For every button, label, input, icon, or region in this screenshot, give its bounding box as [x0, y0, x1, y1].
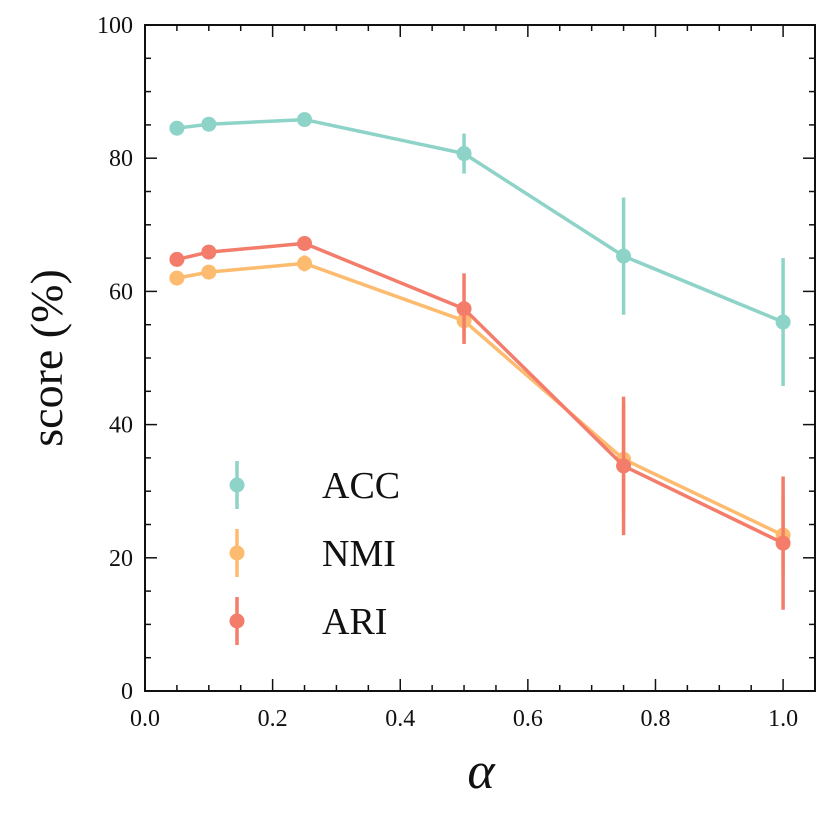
axes: 0 20 40 60 80 100 0.0 0.2 0.4 0.6 0.8 1.0 — [97, 13, 816, 732]
series-line — [176, 241, 784, 545]
x-axis-label: α — [467, 743, 496, 800]
plot-frame — [144, 24, 816, 692]
legend-marker — [229, 545, 245, 561]
series-acc — [169, 112, 791, 386]
series-line — [176, 117, 784, 324]
data-point — [775, 314, 791, 330]
data-point — [616, 248, 632, 264]
plot-area — [169, 112, 791, 610]
legend-marker — [229, 477, 245, 493]
legend-item-acc: ACC — [229, 461, 400, 509]
series-nmi — [169, 255, 791, 576]
data-point — [201, 264, 217, 280]
y-tick-label: 40 — [109, 413, 133, 439]
data-point — [456, 301, 472, 317]
legend-label: ACC — [322, 465, 400, 507]
series-ari — [169, 235, 791, 610]
x-tick-label: 0.2 — [258, 706, 288, 732]
legend: ACC NMI ARI — [229, 461, 400, 645]
data-point — [297, 112, 313, 128]
y-tick-label: 0 — [121, 679, 133, 705]
x-tick-label: 0.6 — [513, 706, 543, 732]
legend-item-nmi: NMI — [229, 529, 396, 577]
y-axis-label: score (%) — [21, 269, 72, 447]
y-tick-label: 60 — [109, 279, 133, 305]
legend-item-ari: ARI — [229, 597, 387, 645]
data-point — [297, 235, 313, 251]
data-point — [169, 120, 185, 136]
series-line — [176, 261, 784, 537]
data-point — [616, 458, 632, 474]
legend-label: ARI — [322, 601, 387, 643]
x-tick-label: 0.0 — [130, 706, 160, 732]
data-point — [456, 146, 472, 162]
x-tick-label: 0.4 — [385, 706, 415, 732]
y-tick-label: 100 — [97, 13, 133, 39]
legend-label: NMI — [322, 533, 396, 575]
data-point — [201, 116, 217, 132]
x-tick-label: 1.0 — [768, 706, 798, 732]
x-tick-label: 0.8 — [640, 706, 670, 732]
data-point — [201, 244, 217, 260]
y-tick-label: 20 — [109, 546, 133, 572]
legend-marker — [229, 613, 245, 629]
data-point — [775, 535, 791, 551]
data-point — [169, 270, 185, 286]
data-point — [297, 255, 313, 271]
data-point — [169, 251, 185, 267]
y-tick-label: 80 — [109, 146, 133, 172]
